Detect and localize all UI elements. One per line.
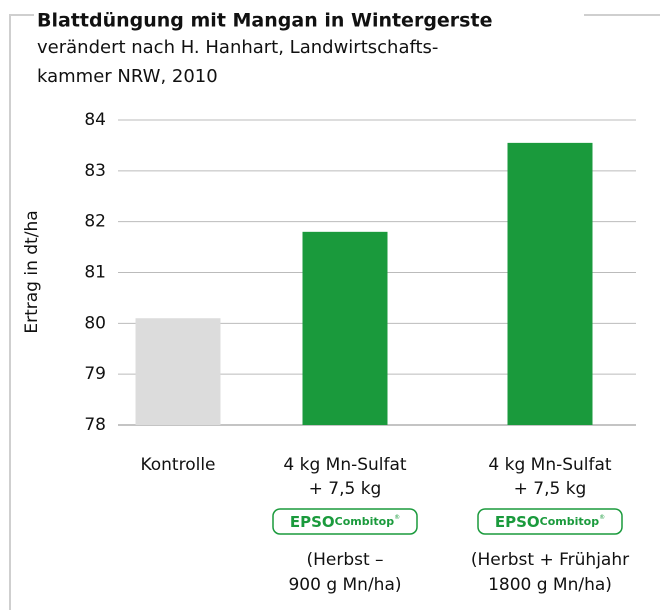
y-tick-label: 81 <box>84 263 106 283</box>
x-tick-label: + 7,5 kg <box>514 479 587 499</box>
y-tick-label: 83 <box>84 161 106 181</box>
y-tick-label: 84 <box>84 110 106 130</box>
y-tick-label: 82 <box>84 212 106 232</box>
subtitle: kammer NRW, 2010 <box>37 66 218 87</box>
category-detail: (Herbst + Frühjahr <box>471 550 629 570</box>
badge-mark: ® <box>599 514 605 521</box>
bar <box>135 318 221 425</box>
badge-product: Combitop <box>335 515 395 528</box>
x-tick-label: 4 kg Mn-Sulfat <box>488 455 612 475</box>
y-tick-label: 80 <box>84 313 106 333</box>
x-tick-label: + 7,5 kg <box>309 479 382 499</box>
badge-frame <box>477 508 623 535</box>
badge-product: Combitop <box>540 515 600 528</box>
y-tick-label: 79 <box>84 364 106 384</box>
chart-title: Blattdüngung mit Mangan in Wintergerste <box>37 10 492 32</box>
category-detail: 900 g Mn/ha) <box>288 575 401 595</box>
y-axis-label: Ertrag in dt/ha <box>22 210 42 333</box>
badge-frame <box>272 508 418 535</box>
product-badge: EPSOCombitop® <box>272 508 418 535</box>
badge-brand: EPSO <box>495 513 540 531</box>
y-tick-label: 78 <box>84 415 106 435</box>
x-tick-label: Kontrolle <box>140 455 215 475</box>
badge-text: EPSOCombitop® <box>495 513 605 531</box>
frame <box>9 14 660 610</box>
category-detail: (Herbst – <box>306 550 383 570</box>
product-badge: EPSOCombitop® <box>477 508 623 535</box>
category-detail: 1800 g Mn/ha) <box>488 575 612 595</box>
frame-left <box>9 14 34 610</box>
badge-text: EPSOCombitop® <box>290 513 400 531</box>
badge-mark: ® <box>394 514 400 521</box>
x-tick-label: 4 kg Mn-Sulfat <box>283 455 407 475</box>
bar <box>507 142 593 425</box>
badge-brand: EPSO <box>290 513 335 531</box>
bar <box>302 231 388 425</box>
subtitle: verändert nach H. Hanhart, Landwirtschaf… <box>37 37 438 58</box>
